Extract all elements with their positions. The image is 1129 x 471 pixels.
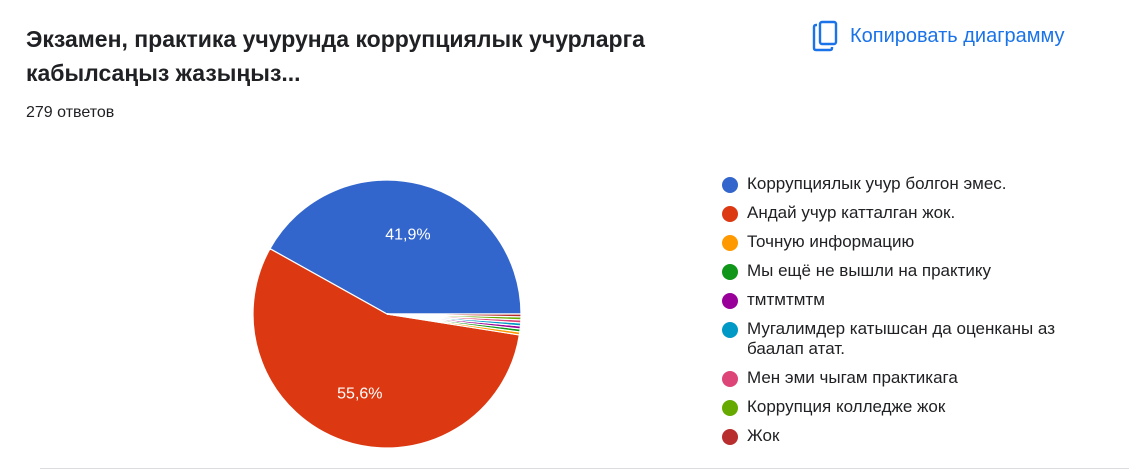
legend-swatch	[722, 206, 738, 222]
legend-label: Точную информацию	[747, 232, 915, 251]
legend-label: Андай учур катталган жок.	[747, 203, 956, 222]
chart-legend: Коррупциялык учур болгон эмес. Андай учур…	[722, 174, 1082, 455]
legend-item[interactable]: Жок	[722, 426, 1082, 446]
legend-label: Коррупция колледже жок	[747, 397, 946, 416]
legend-label: Коррупциялык учур болгон эмес.	[747, 174, 1007, 193]
legend-swatch	[722, 371, 738, 387]
legend-swatch	[722, 322, 738, 338]
slice-label-2: 55,6%	[337, 386, 382, 403]
legend-item[interactable]: Коррупция колледже жок	[722, 397, 1082, 417]
legend-item[interactable]: Точную информацию	[722, 232, 1082, 252]
legend-label: Мен эми чыгам практикага	[747, 368, 958, 387]
slice-label-1: 41,9%	[385, 227, 430, 244]
pie-slice-1[interactable]	[269, 179, 522, 315]
pie-slice-9[interactable]	[386, 313, 522, 318]
legend-swatch	[722, 400, 738, 416]
legend-label: Жок	[747, 426, 780, 445]
chart-title: Экзамен, практика учурунда коррупциялык …	[26, 26, 645, 86]
legend-item[interactable]: Мугалимдер катышсан да оценканы аз баала…	[722, 319, 1082, 359]
legend-item[interactable]: тмтмтмтм	[722, 290, 1082, 310]
legend-label: тмтмтмтм	[747, 290, 825, 309]
copy-chart-label: Копировать диаграмму	[850, 24, 1065, 47]
legend-swatch	[722, 293, 738, 309]
legend-item[interactable]: Андай учур катталган жок.	[722, 203, 1082, 223]
legend-item[interactable]: Мен эми чыгам практикага	[722, 368, 1082, 388]
copy-chart-button[interactable]: Копировать диаграмму	[812, 16, 1064, 56]
legend-item[interactable]: Коррупциялык учур болгон эмес.	[722, 174, 1082, 194]
legend-swatch	[722, 177, 738, 193]
legend-label: Мугалимдер катышсан да оценканы аз баала…	[747, 319, 1055, 358]
bottom-divider	[40, 468, 1129, 469]
legend-item[interactable]: Мы ещё не вышли на практику	[722, 261, 1082, 281]
legend-swatch	[722, 429, 738, 445]
legend-label: Мы ещё не вышли на практику	[747, 261, 992, 280]
legend-swatch	[722, 264, 738, 280]
copy-icon	[812, 20, 838, 52]
legend-swatch	[722, 235, 738, 251]
pie-slice-2[interactable]	[252, 247, 521, 449]
response-count: 279 ответов	[26, 104, 115, 121]
